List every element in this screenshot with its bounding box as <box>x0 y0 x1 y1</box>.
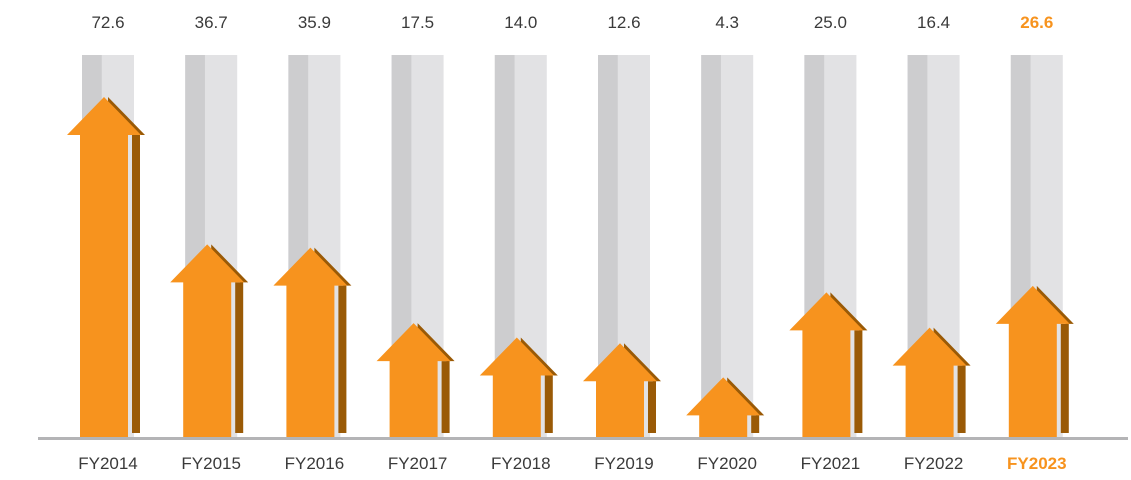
x-tick-label: FY2015 <box>181 454 241 473</box>
column-dark <box>701 55 721 437</box>
x-tick-label: FY2020 <box>697 454 757 473</box>
data-label: 36.7 <box>195 13 228 32</box>
bar-arrow-shadow <box>520 337 558 433</box>
bar-arrow-shadow <box>1036 285 1074 433</box>
bar-arrow-body <box>479 337 554 437</box>
x-tick-label: FY2019 <box>594 454 654 473</box>
data-label: 12.6 <box>607 13 640 32</box>
data-label: 26.6 <box>1020 13 1053 32</box>
bar-arrow-shadow <box>417 323 455 433</box>
x-tick-label: FY2022 <box>904 454 964 473</box>
bar-arrow-shadow <box>624 343 661 433</box>
x-tick-label: FY2014 <box>78 454 138 473</box>
bar-arrow <box>995 285 1074 437</box>
bar-arrow <box>376 323 455 437</box>
bar-arrow <box>479 337 558 437</box>
bar-arrow <box>273 247 352 437</box>
x-tick-label: FY2021 <box>801 454 861 473</box>
data-label: 16.4 <box>917 13 950 32</box>
bar-arrow <box>789 292 868 437</box>
bar-arrow-shadow <box>314 247 352 433</box>
x-axis-baseline <box>38 437 1128 440</box>
data-label: 4.3 <box>715 13 739 32</box>
data-label: 17.5 <box>401 13 434 32</box>
bar-arrow-body <box>686 377 761 437</box>
bar-arrow-body <box>892 327 967 437</box>
bar-arrow <box>67 97 145 437</box>
data-label: 25.0 <box>814 13 847 32</box>
column-dark <box>598 55 618 437</box>
bar-arrow <box>170 244 249 437</box>
x-tick-label: FY2018 <box>491 454 551 473</box>
bar-arrow-body <box>273 247 348 437</box>
data-label: 14.0 <box>504 13 537 32</box>
column-dark <box>494 55 515 437</box>
bar-arrow-shadow <box>933 327 971 433</box>
bar-arrow-body <box>170 244 245 437</box>
bar-arrow-body <box>583 343 657 437</box>
bar-arrow-shadow <box>211 244 249 433</box>
data-label: 72.6 <box>91 13 124 32</box>
bar-arrow <box>583 343 661 437</box>
x-tick-label: FY2016 <box>285 454 345 473</box>
x-tick-label: FY2023 <box>1007 454 1067 473</box>
bar-arrow-body <box>995 285 1070 437</box>
bar-arrow <box>686 377 765 437</box>
background-column <box>701 55 754 437</box>
bar-arrow-body <box>67 97 141 437</box>
bar-arrow-body <box>376 323 451 437</box>
bar-arrow-body <box>789 292 864 437</box>
data-label: 35.9 <box>298 13 331 32</box>
bar-arrow-shadow <box>108 97 145 433</box>
bar-arrow <box>892 327 971 437</box>
x-tick-label: FY2017 <box>388 454 448 473</box>
